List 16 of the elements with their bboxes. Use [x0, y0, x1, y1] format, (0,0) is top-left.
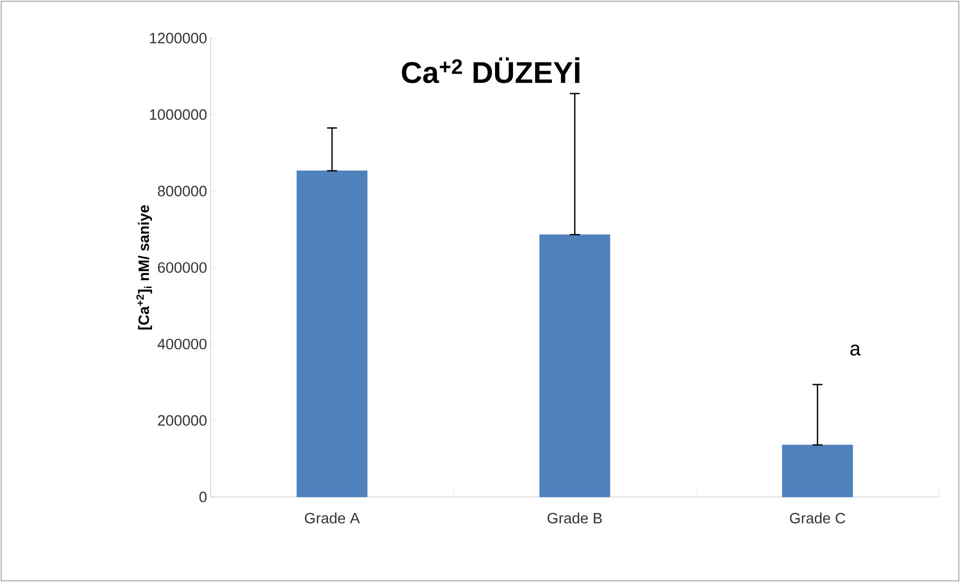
bar — [782, 444, 853, 498]
x-tick-label: Grade A — [304, 512, 360, 524]
y-axis-title: [Ca$^{+2}$]$_{i}$ nM/ saniye — [136, 205, 152, 330]
y-tick-label: 1000000 — [150, 109, 207, 120]
x-tick-label: Grade C — [790, 512, 846, 524]
annotation: a — [850, 344, 861, 356]
y-tick-label: 0 — [199, 492, 207, 502]
y-tick-label: 800000 — [158, 186, 207, 196]
y-tick-label: 1200000 — [150, 32, 207, 44]
bar — [539, 234, 610, 498]
y-tick-label: 200000 — [158, 415, 207, 426]
bar — [296, 170, 368, 498]
y-tick-label: 600000 — [158, 262, 207, 273]
x-tick-label: Grade B — [548, 512, 602, 524]
text: Ca$^{+2}$ DÜZEYİ — [402, 57, 580, 84]
y-tick-label: 400000 — [158, 338, 207, 350]
